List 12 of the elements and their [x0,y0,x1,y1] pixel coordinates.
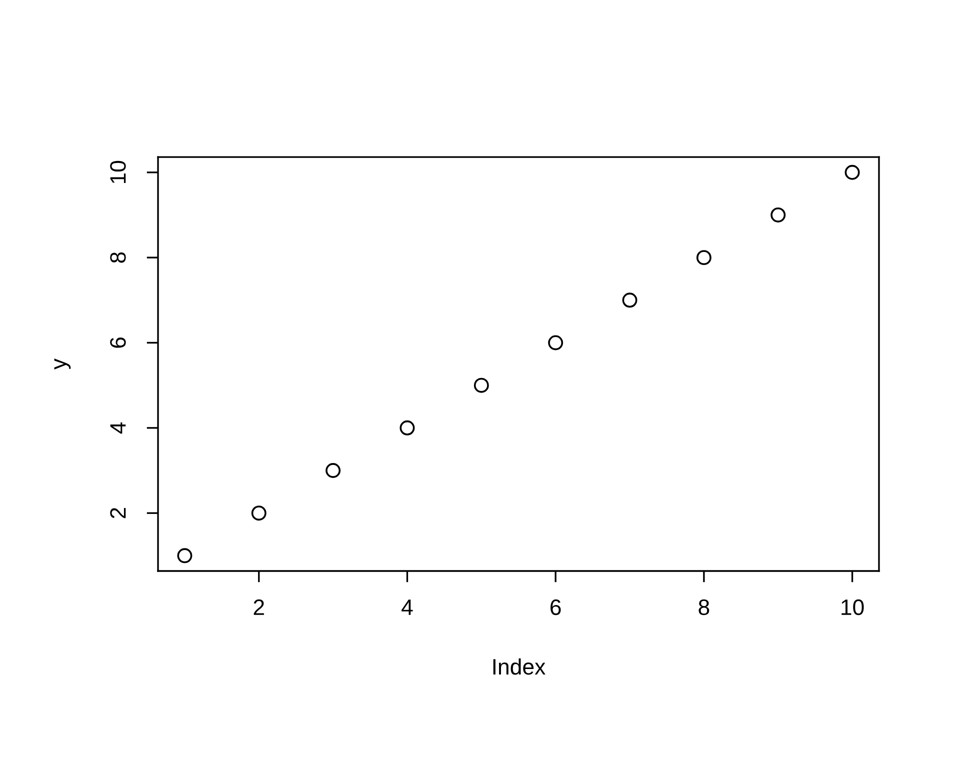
y-tick-label: 8 [110,252,126,263]
x-tick-label: 6 [550,599,561,616]
y-tick-label: 2 [110,508,126,518]
y-axis-title: y [54,358,71,370]
x-tick-label: 10 [842,599,864,616]
x-tick-label: 2 [254,599,264,615]
x-tick-label: 4 [402,600,413,615]
y-tick-label: 10 [110,160,126,184]
x-tick-label: 8 [698,599,710,616]
y-tick-label: 4 [110,422,126,434]
x-axis-title: Index [493,658,546,675]
y-tick-label: 6 [110,338,126,348]
